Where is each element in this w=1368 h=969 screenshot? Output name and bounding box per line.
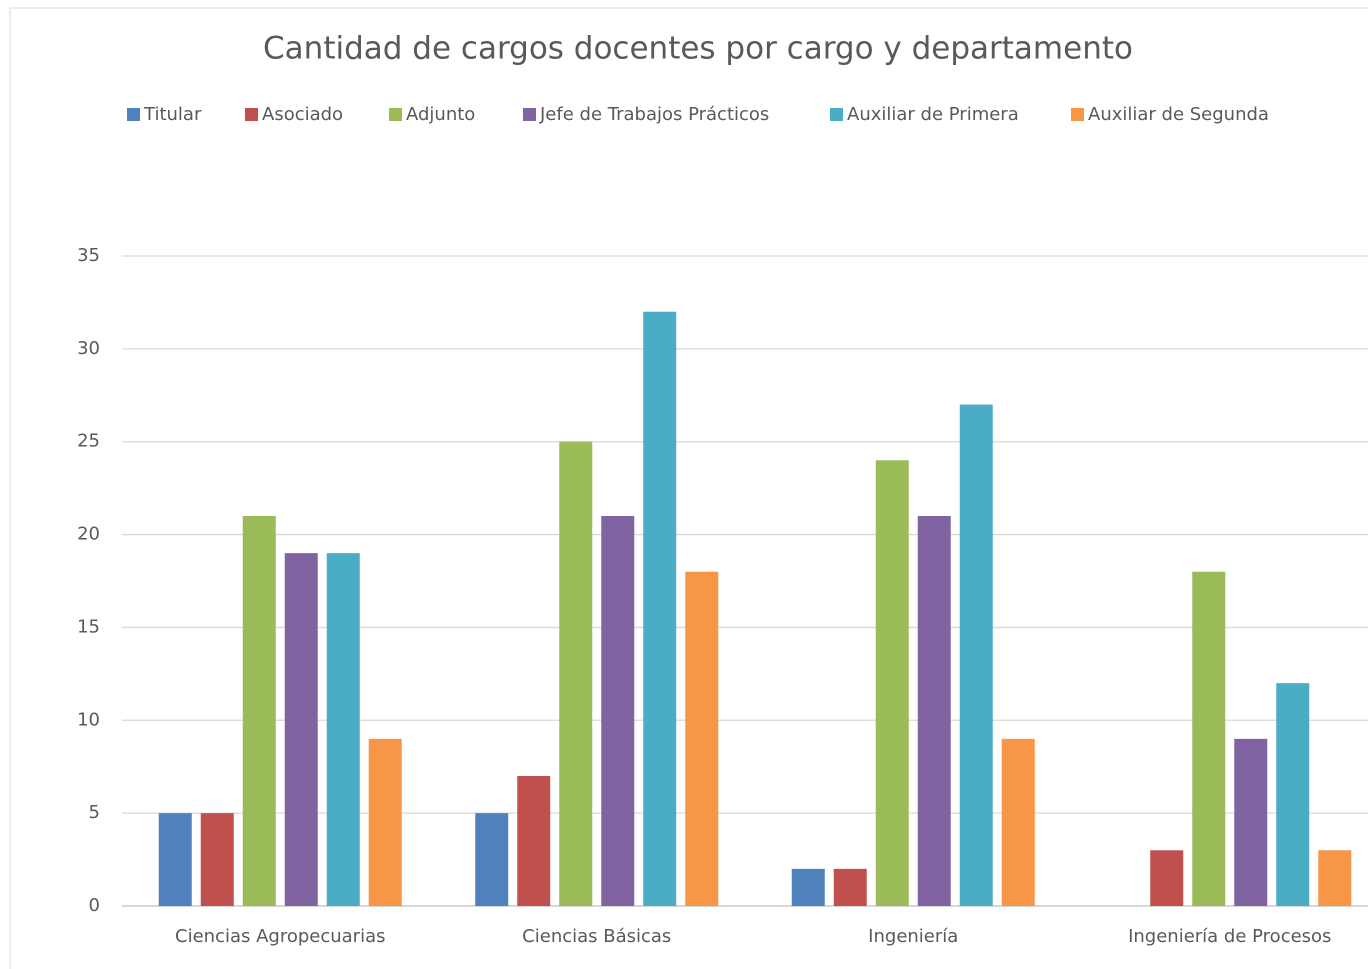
y-tick-label: 5 <box>89 802 100 823</box>
bar <box>643 311 677 906</box>
y-tick-label: 10 <box>77 709 100 730</box>
bar <box>917 516 951 906</box>
legend-label: Auxiliar de Segunda <box>1088 104 1269 125</box>
bar <box>875 460 909 906</box>
x-tick-label: Ciencias Básicas <box>522 926 671 947</box>
legend-swatch <box>523 108 536 121</box>
legend-label: Asociado <box>262 104 343 125</box>
bar <box>1192 571 1226 906</box>
bar <box>200 813 234 906</box>
legend-label: Auxiliar de Primera <box>847 104 1019 125</box>
bar <box>1234 738 1268 906</box>
bar <box>1318 850 1352 906</box>
legend-label: Adjunto <box>406 104 475 125</box>
bar <box>475 813 509 906</box>
x-tick-label: Ciencias Agropecuarias <box>175 926 385 947</box>
y-tick-label: 0 <box>89 895 100 916</box>
legend-label: Titular <box>143 104 202 125</box>
bar <box>791 868 825 906</box>
x-tick-label: Ingeniería de Procesos <box>1128 926 1331 947</box>
bar <box>284 553 318 906</box>
bar <box>517 776 551 906</box>
legend-label: Jefe de Trabajos Prácticos <box>539 104 769 125</box>
y-tick-label: 35 <box>77 245 100 266</box>
bar <box>1150 850 1184 906</box>
legend-swatch <box>389 108 402 121</box>
y-tick-label: 20 <box>77 524 100 545</box>
bar <box>601 516 635 906</box>
bar <box>959 404 993 906</box>
y-tick-label: 30 <box>77 338 100 359</box>
chart-title: Cantidad de cargos docentes por cargo y … <box>263 31 1133 67</box>
y-tick-label: 15 <box>77 616 100 637</box>
bar <box>1276 683 1310 906</box>
bar <box>1001 738 1035 906</box>
bar <box>559 441 593 906</box>
y-tick-label: 25 <box>77 431 100 452</box>
bar <box>368 738 402 906</box>
bar <box>242 516 276 906</box>
bar <box>326 553 360 906</box>
legend-swatch <box>830 108 843 121</box>
x-tick-label: Ingeniería <box>868 926 958 947</box>
legend-swatch <box>1071 108 1084 121</box>
legend-swatch <box>245 108 258 121</box>
bar <box>833 868 867 906</box>
legend-swatch <box>127 108 140 121</box>
bar <box>158 813 192 906</box>
bar <box>685 571 719 906</box>
